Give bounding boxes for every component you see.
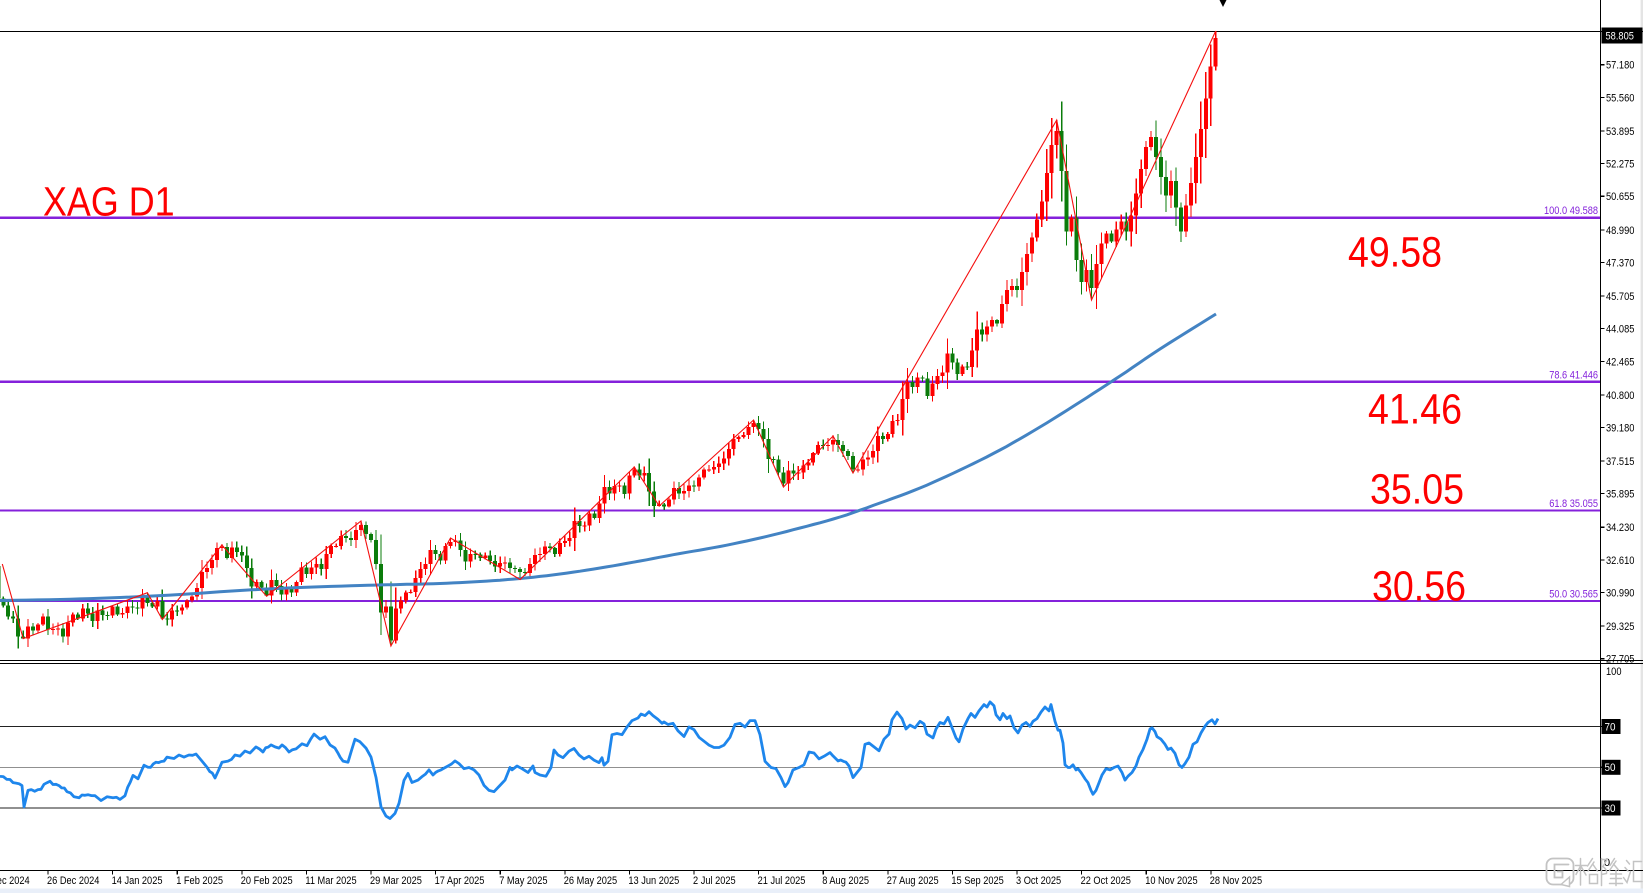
- svg-text:48.990: 48.990: [1606, 225, 1634, 237]
- svg-text:50.0 30.565: 50.0 30.565: [1549, 589, 1598, 601]
- svg-text:15 Sep 2025: 15 Sep 2025: [951, 875, 1003, 887]
- svg-text:35.05: 35.05: [1370, 466, 1464, 514]
- svg-text:0: 0: [1604, 857, 1610, 869]
- svg-text:26 May 2025: 26 May 2025: [564, 875, 617, 887]
- svg-text:29 Mar 2025: 29 Mar 2025: [370, 875, 422, 887]
- svg-text:100: 100: [1606, 666, 1622, 678]
- svg-text:41.46: 41.46: [1368, 386, 1462, 434]
- svg-text:17 Apr 2025: 17 Apr 2025: [435, 875, 485, 887]
- svg-text:7 Dec 2024: 7 Dec 2024: [0, 875, 30, 887]
- svg-text:14 Jan 2025: 14 Jan 2025: [112, 875, 163, 887]
- svg-text:20 Feb 2025: 20 Feb 2025: [241, 875, 293, 887]
- svg-text:21 Jul 2025: 21 Jul 2025: [758, 875, 806, 887]
- svg-text:11 Mar 2025: 11 Mar 2025: [305, 875, 356, 887]
- svg-text:34.230: 34.230: [1606, 522, 1634, 534]
- svg-text:70: 70: [1605, 722, 1616, 734]
- svg-text:2 Jul 2025: 2 Jul 2025: [693, 875, 736, 887]
- svg-text:61.8 35.055: 61.8 35.055: [1549, 498, 1598, 510]
- svg-text:55.560: 55.560: [1606, 92, 1634, 104]
- svg-text:58.805: 58.805: [1606, 31, 1634, 43]
- svg-text:22 Oct 2025: 22 Oct 2025: [1081, 875, 1131, 887]
- svg-text:78.6 41.446: 78.6 41.446: [1549, 369, 1598, 381]
- svg-text:30.990: 30.990: [1606, 588, 1634, 600]
- svg-text:39.180: 39.180: [1606, 422, 1634, 434]
- svg-text:13 Jun 2025: 13 Jun 2025: [628, 875, 679, 887]
- svg-text:44.085: 44.085: [1606, 324, 1634, 336]
- svg-text:100.0 49.588: 100.0 49.588: [1544, 205, 1598, 217]
- svg-text:28 Nov 2025: 28 Nov 2025: [1210, 875, 1262, 887]
- svg-text:XAG D1: XAG D1: [43, 179, 175, 225]
- svg-text:26 Dec 2024: 26 Dec 2024: [47, 875, 99, 887]
- svg-text:27 Aug 2025: 27 Aug 2025: [887, 875, 939, 887]
- svg-text:37.515: 37.515: [1606, 456, 1634, 468]
- svg-text:49.58: 49.58: [1348, 229, 1442, 277]
- svg-text:40.800: 40.800: [1606, 390, 1634, 402]
- svg-text:30.56: 30.56: [1372, 563, 1466, 611]
- svg-text:52.275: 52.275: [1606, 159, 1634, 171]
- svg-text:57.180: 57.180: [1606, 60, 1634, 72]
- svg-text:32.610: 32.610: [1606, 555, 1634, 567]
- svg-text:27.705: 27.705: [1606, 654, 1634, 666]
- svg-text:50: 50: [1605, 762, 1616, 774]
- svg-text:42.465: 42.465: [1606, 356, 1634, 368]
- svg-text:1 Feb 2025: 1 Feb 2025: [176, 875, 223, 887]
- svg-text:10 Nov 2025: 10 Nov 2025: [1145, 875, 1197, 887]
- svg-text:35.895: 35.895: [1606, 489, 1634, 501]
- svg-text:30: 30: [1605, 803, 1616, 815]
- svg-text:3 Oct 2025: 3 Oct 2025: [1016, 875, 1061, 887]
- svg-text:8 Aug 2025: 8 Aug 2025: [822, 875, 869, 887]
- svg-text:45.705: 45.705: [1606, 291, 1634, 303]
- svg-text:47.370: 47.370: [1606, 257, 1634, 269]
- svg-text:53.895: 53.895: [1606, 126, 1634, 138]
- svg-text:29.325: 29.325: [1606, 621, 1634, 633]
- svg-text:7 May 2025: 7 May 2025: [499, 875, 547, 887]
- svg-text:50.655: 50.655: [1606, 191, 1634, 203]
